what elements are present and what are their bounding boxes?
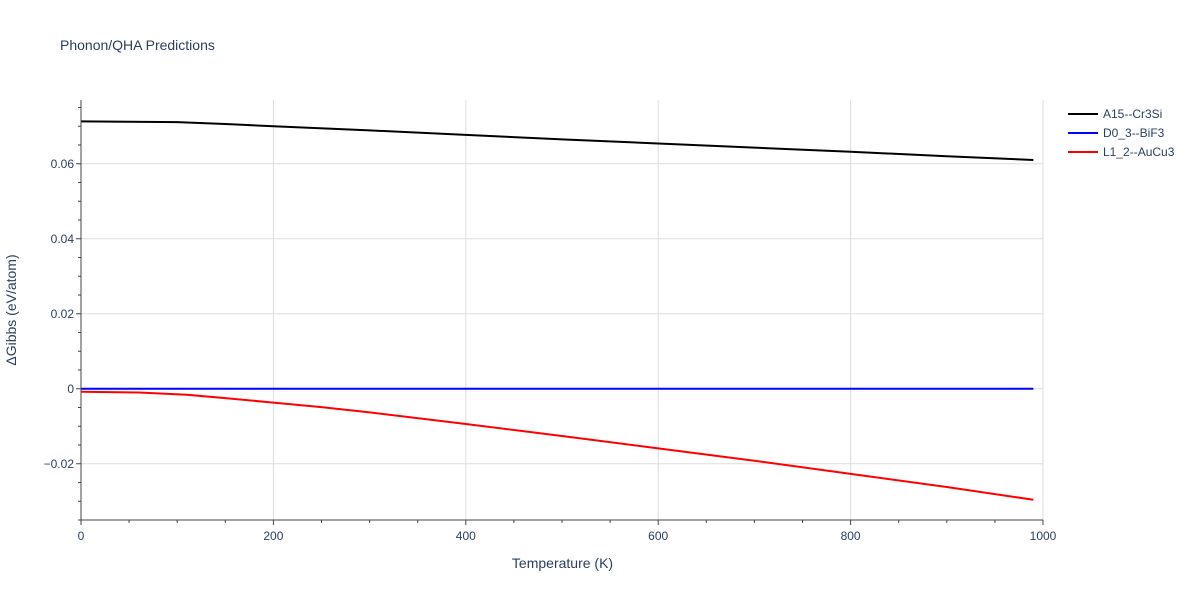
x-axis-label: Temperature (K) [512,555,613,571]
y-axis-label: ΔGibbs (eV/atom) [3,254,19,365]
legend-label: L1_2--AuCu3 [1103,145,1175,159]
x-tick-label: 800 [841,529,861,543]
y-tick-label: 0.06 [51,157,75,171]
y-tick-label: −0.02 [44,457,75,471]
legend-item[interactable]: D0_3--BiF3 [1068,126,1165,140]
series-lines [80,120,1034,501]
legend-item[interactable]: L1_2--AuCu3 [1068,145,1175,159]
y-tick-label: 0.02 [51,307,75,321]
series-line-a15-cr3si [80,120,1034,161]
axes: 0 200 400 600 800 1000 −0.02 0 0.02 0.04 0.06 [44,100,1057,543]
x-tick-label: 1000 [1030,529,1057,543]
grid [81,100,1044,520]
y-tick-label: 0 [67,382,74,396]
chart-title: Phonon/QHA Predictions [60,37,215,53]
legend-label: A15--Cr3Si [1103,107,1162,121]
x-tick-label: 400 [456,529,476,543]
x-tick-label: 200 [263,529,283,543]
legend: A15--Cr3Si D0_3--BiF3 L1_2--AuCu3 [1068,107,1175,159]
y-tick-label: 0.04 [51,232,75,246]
x-tick-label: 600 [648,529,668,543]
series-line-l1-2-aucu3 [80,390,1034,501]
legend-label: D0_3--BiF3 [1103,126,1165,140]
x-tick-label: 0 [78,529,85,543]
legend-item[interactable]: A15--Cr3Si [1068,107,1162,121]
